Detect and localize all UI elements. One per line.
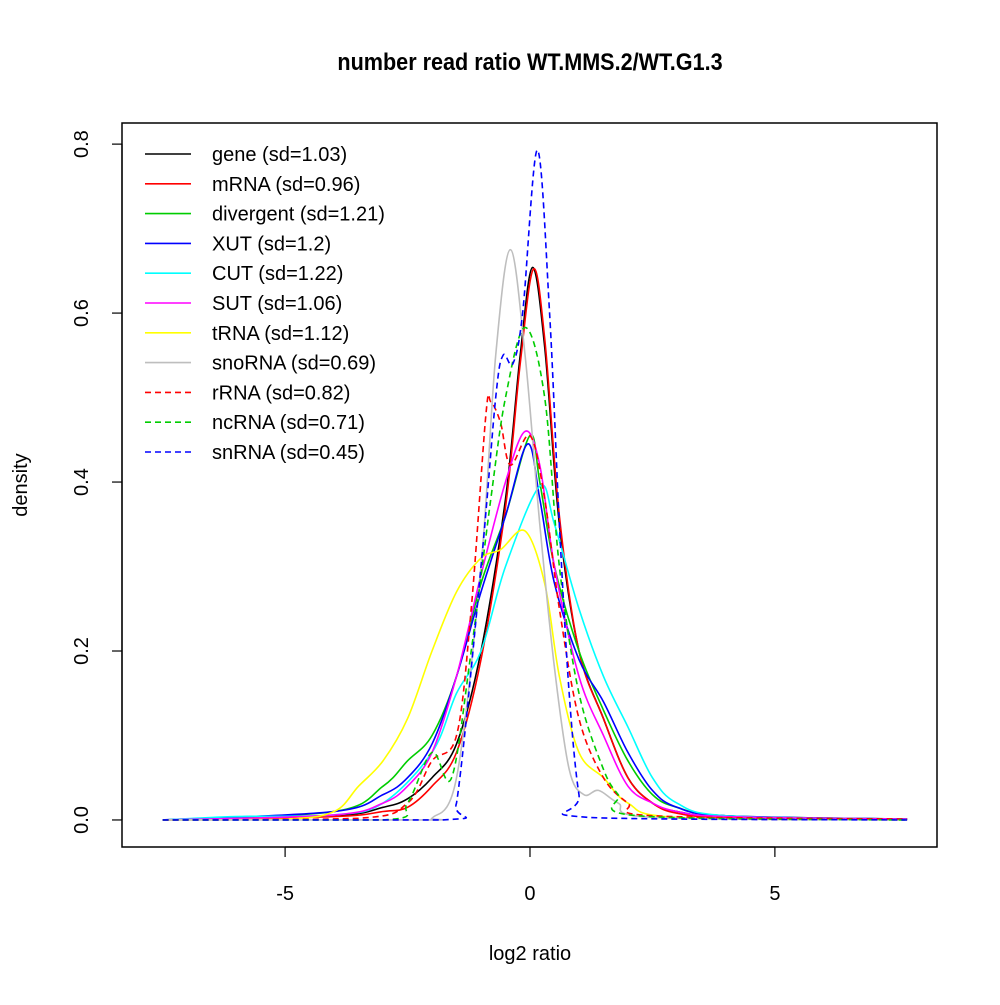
series-line-6	[162, 529, 908, 821]
series-line-9	[162, 326, 908, 821]
legend-item: snoRNA (sd=0.69)	[145, 353, 376, 375]
y-tick-label: 0.8	[71, 130, 93, 158]
legend-item: CUT (sd=1.22)	[145, 263, 343, 285]
legend-label: snRNA (sd=0.45)	[212, 442, 365, 464]
legend-label: mRNA (sd=0.96)	[212, 174, 360, 196]
series-line-7	[162, 248, 908, 821]
chart-title: number read ratio WT.MMS.2/WT.G1.3	[337, 48, 722, 75]
legend-item: mRNA (sd=0.96)	[145, 174, 360, 196]
series-line-10	[162, 149, 908, 821]
legend-item: XUT (sd=1.2)	[145, 233, 331, 255]
series-line-3	[162, 443, 908, 821]
legend-item: tRNA (sd=1.12)	[145, 323, 349, 345]
x-tick-label: 0	[524, 883, 535, 905]
x-tick-label: -5	[276, 883, 294, 905]
curves	[162, 149, 908, 821]
y-axis: 0.0 0.2 0.4 0.6 0.8	[71, 130, 123, 834]
y-tick-label: 0.4	[71, 468, 93, 496]
legend-label: XUT (sd=1.2)	[212, 233, 331, 255]
legend-label: rRNA (sd=0.82)	[212, 382, 350, 404]
y-tick-label: 0.6	[71, 299, 93, 327]
series-line-8	[162, 393, 908, 821]
legend-item: ncRNA (sd=0.71)	[145, 412, 365, 434]
legend-label: CUT (sd=1.22)	[212, 263, 343, 285]
legend-item: divergent (sd=1.21)	[145, 204, 385, 226]
legend-item: snRNA (sd=0.45)	[145, 442, 365, 464]
series-line-0	[162, 266, 908, 821]
legend-item: gene (sd=1.03)	[145, 144, 347, 166]
x-axis-label: log2 ratio	[489, 943, 571, 965]
y-tick-label: 0.2	[71, 637, 93, 665]
legend-label: SUT (sd=1.06)	[212, 293, 342, 315]
legend-label: tRNA (sd=1.12)	[212, 323, 349, 345]
y-axis-label: density	[10, 453, 32, 516]
x-tick-label: 5	[769, 883, 780, 905]
legend-item: rRNA (sd=0.82)	[145, 382, 350, 404]
series-line-5	[162, 430, 908, 821]
legend-label: ncRNA (sd=0.71)	[212, 412, 365, 434]
legend-label: snoRNA (sd=0.69)	[212, 353, 376, 375]
legend-label: divergent (sd=1.21)	[212, 204, 385, 226]
y-tick-label: 0.0	[71, 806, 93, 834]
legend: gene (sd=1.03) mRNA (sd=0.96) divergent (s…	[145, 144, 385, 464]
x-axis: -5 0 5	[276, 846, 780, 905]
series-line-4	[162, 484, 908, 821]
series-line-1	[162, 268, 908, 821]
legend-item: SUT (sd=1.06)	[145, 293, 342, 315]
legend-label: gene (sd=1.03)	[212, 144, 347, 166]
